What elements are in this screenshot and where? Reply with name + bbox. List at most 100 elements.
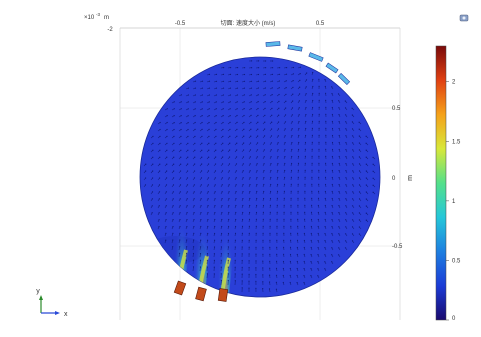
- velocity-arrow-head: [215, 94, 217, 96]
- velocity-arrow-head: [192, 252, 195, 255]
- velocity-arrow-head: [271, 114, 273, 116]
- velocity-arrow-head: [180, 94, 182, 96]
- velocity-arrow: [192, 260, 194, 265]
- velocity-arrow-head: [289, 253, 292, 256]
- velocity-arrow-head: [365, 163, 367, 165]
- velocity-arrow-head: [215, 135, 217, 137]
- velocity-arrow-head: [331, 93, 333, 95]
- velocity-arrow-head: [243, 108, 245, 110]
- velocity-arrow-head: [201, 80, 204, 82]
- velocity-arrow-head: [365, 198, 367, 200]
- velocity-arrow-head: [222, 87, 225, 89]
- velocity-arrow-head: [338, 191, 340, 193]
- velocity-arrow-head: [215, 87, 217, 89]
- velocity-arrow-head: [194, 128, 196, 130]
- velocity-arrow-head: [331, 183, 333, 186]
- velocity-arrow-head: [173, 101, 175, 103]
- velocity-arrow-head: [318, 190, 320, 192]
- velocity-arrow-head: [207, 212, 209, 214]
- velocity-arrow-head: [338, 240, 340, 242]
- velocity-arrow-head: [229, 149, 231, 151]
- velocity-arrow-head: [365, 191, 367, 193]
- velocity-arrow-head: [200, 205, 202, 207]
- velocity-arrow-head: [276, 211, 278, 213]
- velocity-arrow-head: [312, 106, 314, 109]
- velocity-arrow-head: [200, 191, 202, 193]
- velocity-arrow-head: [337, 93, 340, 95]
- velocity-arrow-head: [229, 135, 231, 137]
- velocity-arrow-head: [275, 288, 277, 290]
- velocity-arrow-head: [251, 60, 253, 62]
- velocity-arrow-head: [193, 239, 195, 241]
- velocity-arrow-head: [186, 232, 188, 234]
- velocity-arrow-head: [258, 60, 260, 62]
- velocity-arrow-head: [159, 128, 161, 131]
- velocity-arrow-head: [325, 113, 327, 115]
- velocity-arrow-head: [296, 282, 298, 284]
- velocity-arrow-head: [166, 177, 168, 179]
- velocity-arrow-head: [263, 183, 265, 186]
- velocity-arrow-head: [229, 80, 232, 82]
- velocity-arrow-head: [352, 163, 354, 165]
- velocity-arrow-head: [311, 155, 313, 157]
- velocity-arrow-head: [229, 142, 231, 144]
- velocity-arrow-head: [180, 128, 182, 131]
- velocity-arrow-head: [222, 142, 224, 144]
- velocity-arrow-head: [344, 100, 346, 102]
- velocity-arrow-head: [236, 135, 238, 137]
- camera-icon[interactable]: [459, 14, 469, 22]
- velocity-arrow-head: [331, 148, 334, 151]
- velocity-arrow-head: [324, 176, 327, 178]
- velocity-arrow-head: [297, 218, 299, 220]
- velocity-arrow-head: [241, 280, 243, 282]
- velocity-arrow-head: [236, 94, 238, 96]
- velocity-arrow-head: [222, 163, 224, 165]
- velocity-arrow-head: [207, 239, 209, 241]
- velocity-arrow-head: [269, 232, 271, 234]
- velocity-arrow-head: [207, 184, 209, 186]
- y-axis-unit: m: [407, 175, 414, 181]
- velocity-arrow-head: [179, 184, 182, 186]
- velocity-arrow-head: [194, 142, 196, 144]
- velocity-arrow-head: [242, 177, 244, 179]
- velocity-arrow-head: [272, 60, 274, 62]
- velocity-arrow-head: [365, 149, 367, 151]
- velocity-arrow-head: [291, 148, 293, 151]
- velocity-arrow-head: [221, 232, 223, 235]
- velocity-arrow-head: [159, 177, 161, 179]
- velocity-arrow-head: [250, 80, 253, 82]
- velocity-arrow-head: [180, 142, 182, 144]
- velocity-arrow-head: [324, 247, 326, 249]
- velocity-arrow-head: [338, 107, 340, 109]
- velocity-arrow: [199, 260, 201, 265]
- velocity-arrow-head: [227, 246, 229, 248]
- velocity-arrow-head: [358, 233, 360, 235]
- velocity-arrow-head: [358, 226, 360, 228]
- velocity-arrow-head: [186, 212, 188, 214]
- velocity-arrow-head: [193, 198, 195, 200]
- velocity-arrow-head: [271, 128, 273, 130]
- velocity-arrow-head: [236, 101, 238, 103]
- velocity-arrow-head: [145, 170, 147, 172]
- exponent-power: -3: [96, 12, 100, 17]
- velocity-arrow-head: [185, 259, 188, 261]
- velocity-arrow-head: [297, 197, 299, 199]
- velocity-arrow-head: [186, 219, 188, 221]
- velocity-arrow-head: [152, 163, 154, 165]
- velocity-arrow-head: [318, 169, 320, 171]
- velocity-arrow-head: [180, 135, 182, 137]
- velocity-arrow-head: [234, 266, 236, 268]
- velocity-arrow-head: [230, 67, 232, 69]
- velocity-arrow-head: [159, 135, 161, 137]
- velocity-arrow-head: [166, 156, 168, 158]
- velocity-arrow-head: [298, 107, 300, 109]
- velocity-arrow-head: [144, 184, 147, 186]
- velocity-arrow-head: [297, 232, 299, 234]
- velocity-arrow-head: [317, 275, 319, 277]
- velocity-arrow-head: [271, 100, 273, 103]
- velocity-arrow-head: [290, 197, 292, 199]
- velocity-arrow-head: [220, 253, 222, 255]
- velocity-arrow-head: [193, 205, 195, 207]
- velocity-arrow-head: [289, 274, 291, 277]
- velocity-arrow-head: [298, 114, 300, 116]
